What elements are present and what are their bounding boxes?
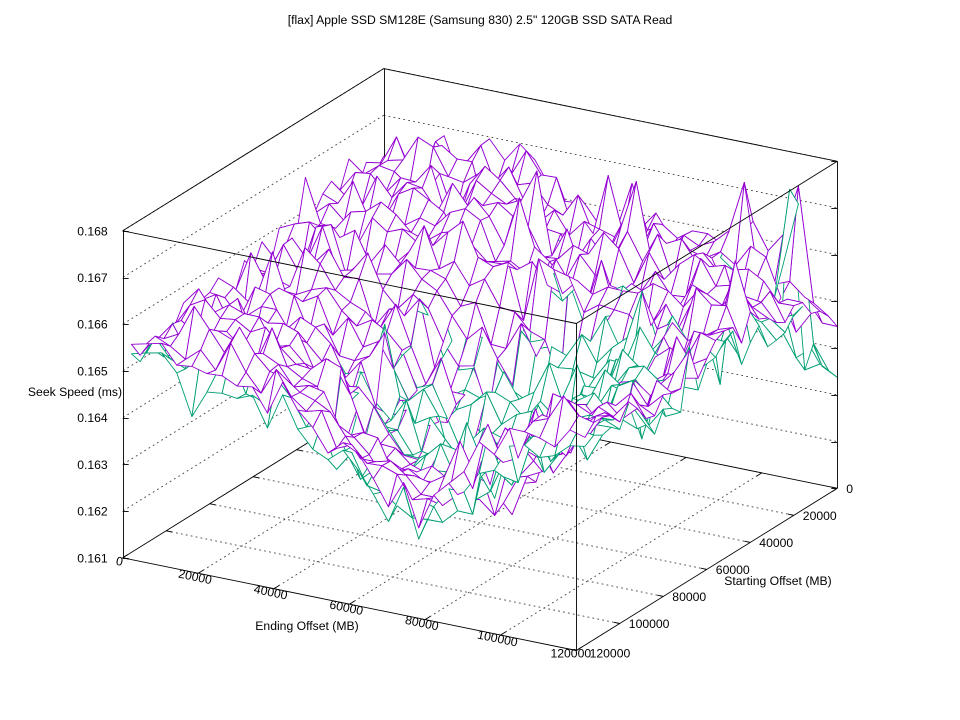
svg-text:0: 0 [115,554,125,569]
svg-text:[flax] Apple SSD SM128E (Samsu: [flax] Apple SSD SM128E (Samsung 830) 2.… [288,13,673,27]
svg-text:0.168: 0.168 [77,224,108,238]
svg-text:80000: 80000 [672,590,706,604]
svg-text:120000: 120000 [590,647,631,661]
svg-text:40000: 40000 [759,536,793,550]
svg-text:0.164: 0.164 [77,411,108,425]
svg-text:Seek Speed (ms): Seek Speed (ms) [28,385,122,399]
svg-text:20000: 20000 [803,509,837,523]
svg-text:40000: 40000 [253,582,289,603]
svg-text:Ending Offset (MB): Ending Offset (MB) [255,619,358,633]
svg-text:0.162: 0.162 [77,505,108,519]
svg-text:120000: 120000 [550,647,591,661]
svg-text:0.161: 0.161 [77,551,108,565]
svg-text:80000: 80000 [404,613,440,634]
svg-text:60000: 60000 [328,598,364,619]
svg-text:0.165: 0.165 [77,364,108,378]
svg-text:100000: 100000 [629,617,670,631]
svg-text:60000: 60000 [716,563,750,577]
svg-text:Starting Offset (MB): Starting Offset (MB) [724,574,831,588]
svg-text:0.166: 0.166 [77,318,108,332]
svg-text:0: 0 [846,482,853,496]
svg-text:0.167: 0.167 [77,271,108,285]
svg-text:0.163: 0.163 [77,458,108,472]
svg-text:100000: 100000 [476,628,519,650]
svg-text:20000: 20000 [177,567,213,588]
